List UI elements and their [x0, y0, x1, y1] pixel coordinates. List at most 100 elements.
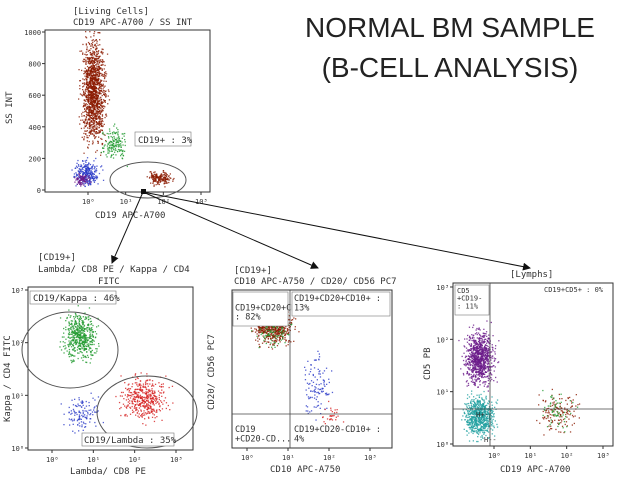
scatter-point: [264, 329, 266, 332]
scatter-point: [269, 343, 271, 346]
scatter-point: [89, 163, 92, 166]
scatter-point: [96, 169, 98, 172]
scatter-point: [488, 352, 490, 354]
scatter-point: [73, 331, 76, 333]
scatter-point: [320, 403, 322, 405]
scatter-point: [487, 341, 489, 343]
scatter-point: [71, 420, 74, 422]
scatter-point: [136, 409, 138, 411]
scatter-point: [78, 430, 80, 432]
scatter-point: [165, 407, 167, 410]
scatter-point: [473, 369, 475, 371]
scatter-point: [477, 343, 479, 345]
scatter-point: [90, 183, 92, 185]
scatter-point: [472, 367, 474, 369]
scatter-point: [135, 408, 137, 410]
scatter-point: [134, 405, 136, 407]
scatter-point: [87, 164, 90, 166]
scatter-point: [84, 100, 86, 102]
scatter-point: [462, 372, 465, 375]
scatter-point: [93, 134, 95, 136]
scatter-point: [472, 375, 474, 377]
scatter-point: [151, 410, 153, 412]
scatter-point: [89, 31, 91, 33]
scatter-point: [89, 167, 92, 169]
scatter-point: [151, 410, 154, 412]
scatter-point: [89, 126, 91, 128]
scatter-point: [275, 330, 277, 333]
scatter-point: [91, 70, 93, 73]
scatter-point: [79, 88, 81, 90]
scatter-point: [64, 348, 66, 350]
scatter-point: [95, 91, 97, 94]
scatter-point: [85, 63, 87, 65]
scatter-point: [284, 338, 286, 340]
scatter-point: [85, 159, 88, 161]
scatter-point: [481, 365, 483, 367]
scatter-point: [278, 327, 280, 330]
scatter-point: [70, 343, 72, 345]
scatter-point: [71, 169, 73, 171]
scatter-point: [82, 416, 84, 418]
scatter-point: [484, 361, 486, 364]
scatter-point: [95, 177, 97, 179]
scatter-point: [85, 174, 87, 176]
scatter-point: [280, 329, 282, 331]
scatter-point: [314, 394, 316, 396]
scatter-point: [124, 405, 126, 407]
scatter-point: [89, 421, 91, 423]
scatter-point: [95, 67, 97, 69]
scatter-point: [324, 392, 327, 395]
scatter-point: [90, 170, 92, 172]
scatter-point: [473, 349, 476, 351]
scatter-point: [280, 327, 282, 329]
scatter-point: [86, 417, 88, 419]
scatter-point: [149, 396, 151, 398]
scatter-point: [157, 390, 160, 392]
scatter-point: [474, 340, 476, 342]
scatter-point: [471, 334, 473, 336]
scatter-point: [96, 126, 98, 128]
scatter-point: [80, 127, 83, 130]
scatter-point: [100, 122, 102, 124]
scatter-point: [74, 412, 76, 414]
scatter-point: [90, 103, 92, 105]
scatter-point: [71, 324, 73, 326]
scatter-point: [89, 327, 91, 330]
scatter-point: [99, 68, 101, 70]
scatter-point: [273, 334, 275, 337]
scatter-point: [487, 345, 489, 348]
scatter-point: [88, 73, 90, 75]
scatter-point: [91, 333, 94, 335]
scatter-point: [74, 181, 76, 183]
scatter-point: [146, 395, 149, 397]
scatter-point: [87, 167, 89, 169]
scatter-point: [465, 361, 467, 363]
scatter-point: [134, 391, 136, 393]
scatter-point: [88, 343, 90, 345]
scatter-point: [86, 327, 89, 329]
scatter-point: [484, 345, 486, 347]
scatter-point: [328, 378, 330, 380]
scatter-point: [96, 105, 98, 107]
scatter-point: [141, 390, 144, 392]
scatter-point: [89, 121, 91, 123]
scatter-point: [172, 180, 174, 182]
scatter-point: [466, 373, 468, 375]
scatter-point: [110, 141, 112, 143]
plot2-ylabel: Kappa / CD4 FITC: [3, 335, 13, 422]
scatter-point: [89, 122, 91, 124]
scatter-point: [85, 328, 87, 330]
scatter-point: [83, 342, 85, 344]
scatter-point: [72, 332, 74, 334]
scatter-point: [476, 368, 479, 370]
scatter-point: [317, 401, 319, 403]
scatter-point: [65, 329, 67, 331]
scatter-point: [80, 329, 82, 332]
scatter-point: [465, 355, 467, 357]
scatter-point: [75, 405, 77, 407]
scatter-point: [86, 87, 89, 90]
scatter-point: [287, 344, 289, 346]
scatter-point: [469, 337, 472, 340]
scatter-point: [145, 413, 148, 415]
